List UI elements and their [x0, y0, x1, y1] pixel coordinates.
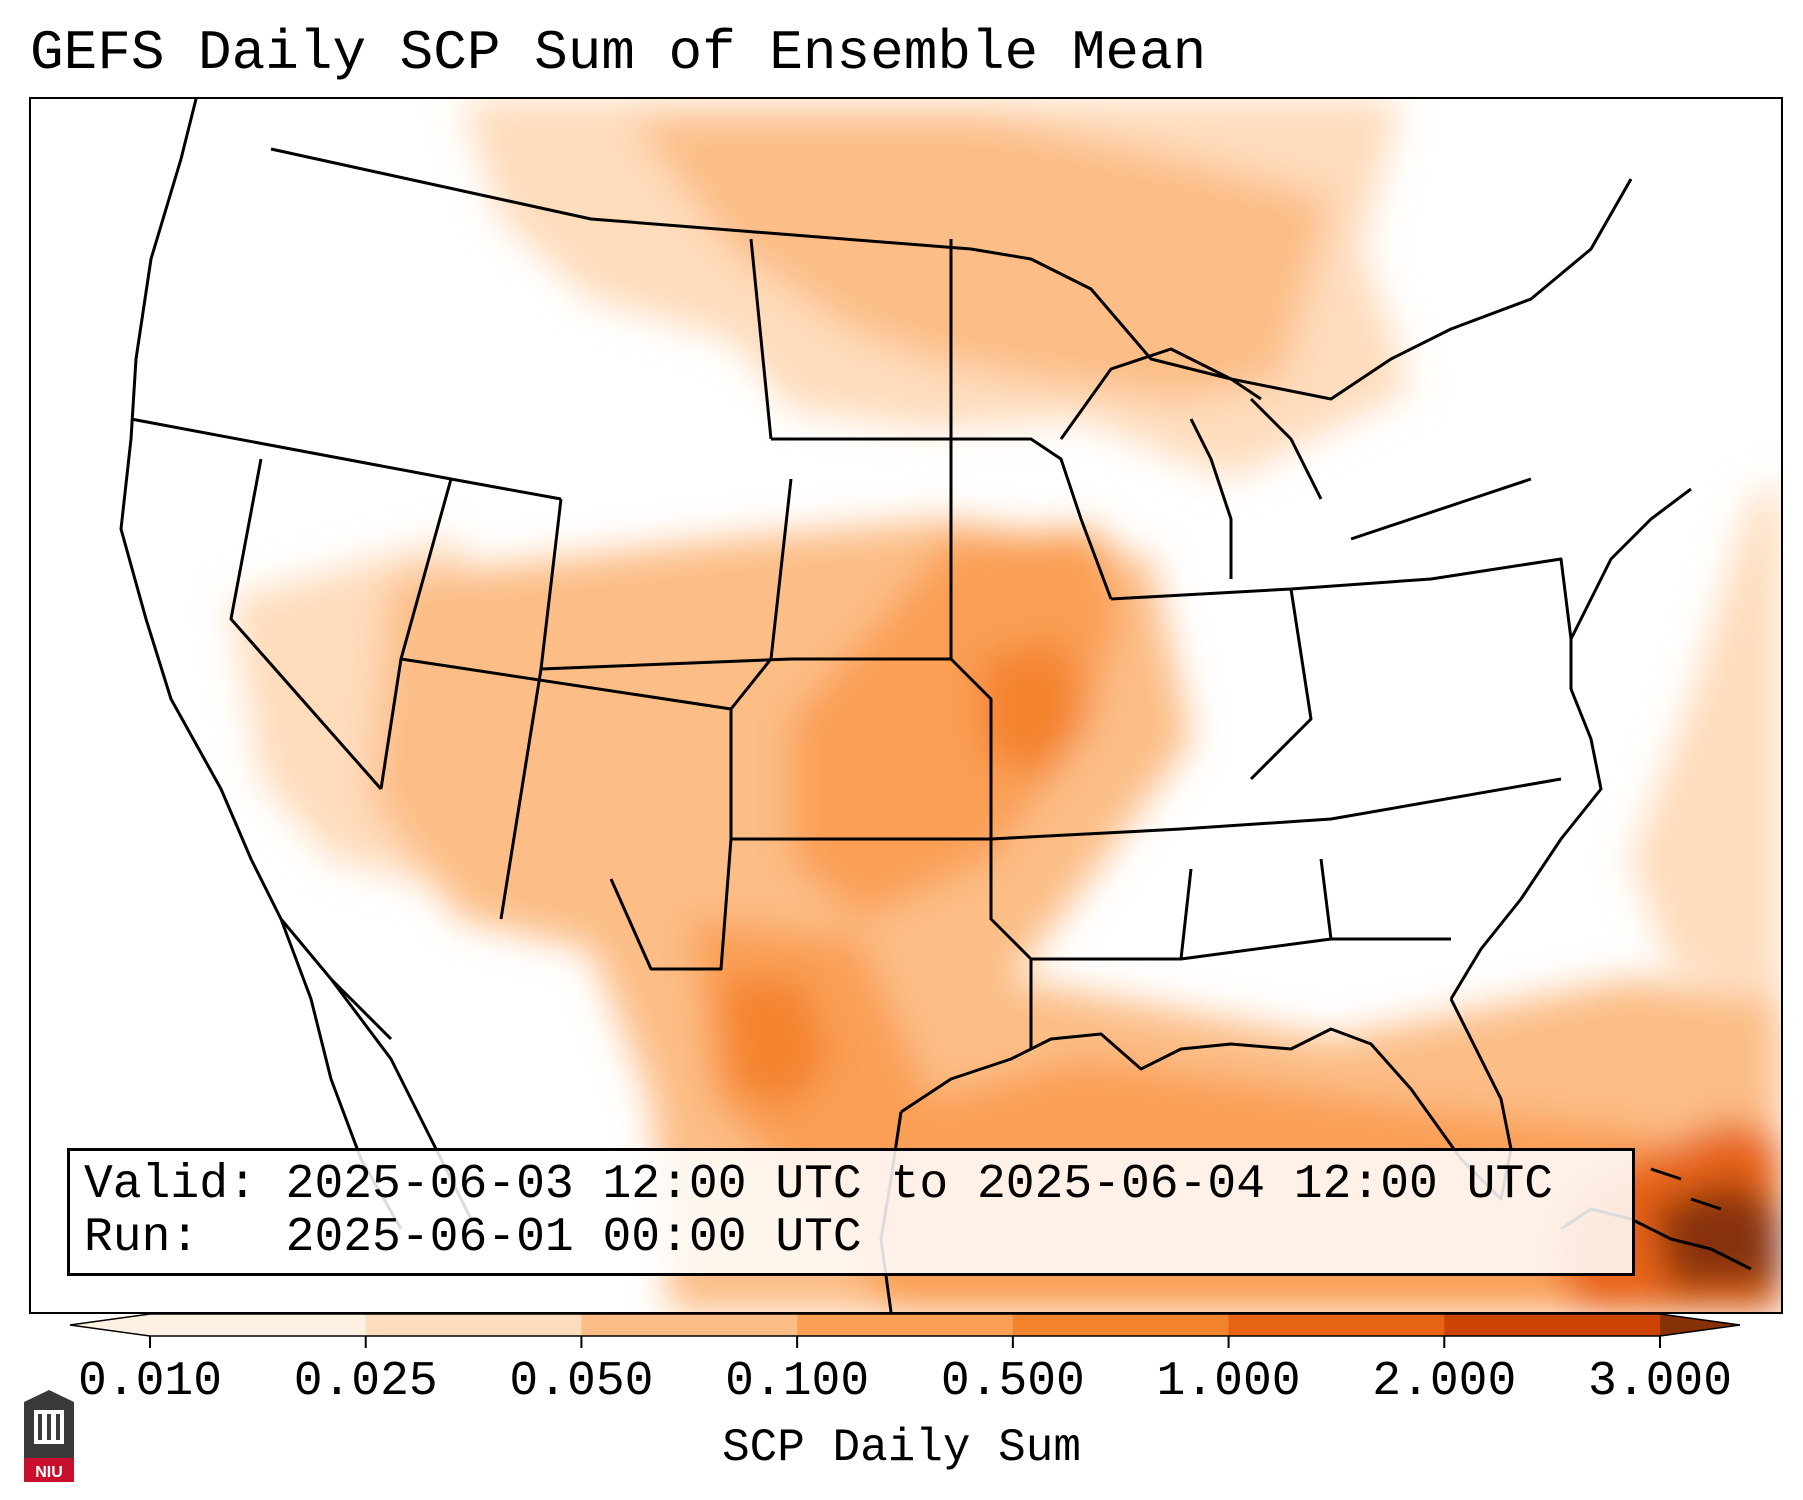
map-panel — [29, 97, 1783, 1314]
run-label: Run: — [84, 1211, 200, 1265]
gulf-coast — [900, 998, 1513, 1201]
colorbar-segment — [581, 1314, 798, 1336]
field-core-caribbean — [1651, 1179, 1781, 1289]
valid-label: Valid: — [84, 1158, 257, 1212]
colorbar-tick-label: 2.000 — [1372, 1355, 1517, 1409]
svg-text:NIU: NIU — [35, 1464, 63, 1481]
valid-text: 2025-06-03 12:00 UTC to 2025-06-04 12:00… — [285, 1158, 1554, 1212]
field-high-plains — [791, 529, 1121, 919]
colorbar-extend-high — [1660, 1314, 1740, 1336]
valid-run-box: Valid: 2025-06-03 12:00 UTC to 2025-06-0… — [67, 1148, 1635, 1276]
scp-field — [231, 99, 1781, 1312]
state-borders-east — [990, 557, 1573, 961]
map-title: GEFS Daily SCP Sum of Ensemble Mean — [30, 21, 1207, 85]
colorbar-tick-label: 1.000 — [1156, 1355, 1301, 1409]
great-lakes — [1059, 347, 1532, 579]
state-borders-west — [130, 417, 793, 920]
colorbar-tick-label: 3.000 — [1587, 1355, 1733, 1409]
colorbar-segment — [797, 1314, 1014, 1336]
run-text: 2025-06-01 00:00 UTC — [285, 1211, 862, 1265]
colorbar-segment — [1012, 1314, 1230, 1336]
colorbar-tick-label: 0.025 — [293, 1355, 438, 1409]
colorbar-extend-low — [70, 1314, 150, 1336]
scp-map — [119, 99, 1781, 1312]
colorbar-ticks: 0.010 0.025 0.050 0.100 0.500 1.000 2.000 3.000 — [0, 1352, 1803, 1422]
colorbar-segment — [150, 1314, 367, 1336]
field-light-east — [1631, 479, 1781, 999]
field-medium-north — [631, 119, 1331, 399]
colorbar-tick-label: 0.050 — [509, 1355, 654, 1409]
colorbar-segment — [365, 1314, 582, 1336]
east-coast — [1449, 487, 1692, 1000]
colorbar-segment — [1444, 1314, 1661, 1336]
colorbar — [69, 1313, 1741, 1348]
valid-row: Valid: 2025-06-03 12:00 UTC to 2025-06-0… — [84, 1159, 1618, 1212]
colorbar-tick-label: 0.100 — [725, 1355, 870, 1409]
niu-logo: NIU — [24, 1390, 74, 1482]
colorbar-segment — [1228, 1314, 1445, 1336]
field-core-missouri — [981, 639, 1091, 779]
colorbar-label: SCP Daily Sum — [722, 1422, 1081, 1474]
run-row: Run: 2025-06-01 00:00 UTC — [84, 1212, 1618, 1265]
field-core-texas — [721, 979, 831, 1109]
colorbar-tick-label: 0.500 — [940, 1355, 1085, 1409]
state-borders-central — [609, 238, 1113, 1049]
colorbar-tick-label: 0.010 — [77, 1355, 223, 1409]
